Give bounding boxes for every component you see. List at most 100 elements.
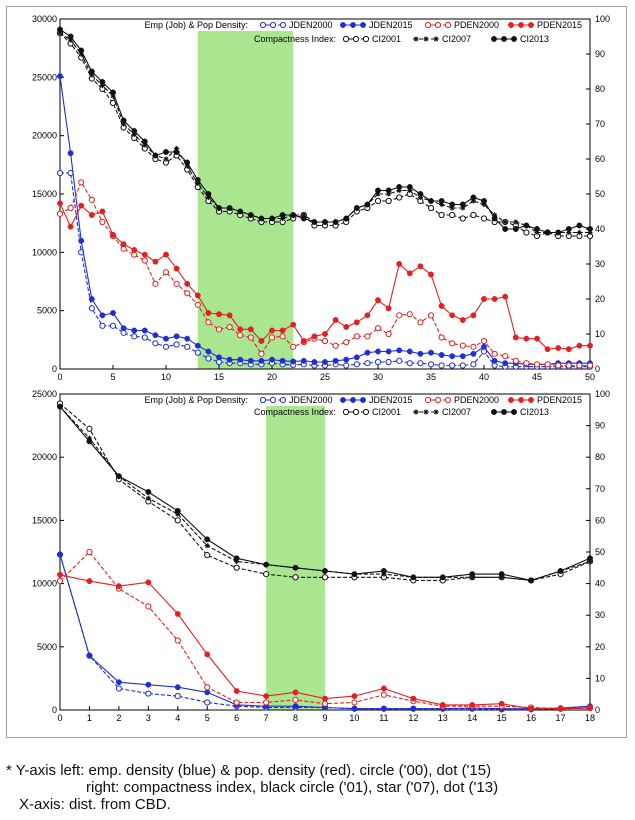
data-point-ci2013 [498, 571, 505, 578]
data-point-pden2015 [385, 305, 392, 312]
legend: Emp (Job) & Pop Density: Compactness Inde… [144, 395, 582, 417]
data-point-jden2015 [173, 333, 180, 340]
data-point-ci2013 [292, 564, 299, 571]
data-point-ci2013 [587, 226, 593, 232]
data-point-pden2015 [292, 689, 299, 696]
data-point-ci2007 [174, 145, 180, 152]
y-left-tick-label: 15000 [32, 189, 57, 199]
data-point-ci2007 [587, 558, 593, 565]
x-tick-label: 50 [585, 372, 595, 382]
legend-label-pden2000: PDEN2000 [454, 395, 499, 405]
data-point-ci2013 [247, 212, 254, 218]
series-pden2000 [56, 179, 594, 369]
data-point-jden2015 [86, 652, 93, 659]
data-point-pden2015 [205, 310, 212, 316]
legend-label-pden2000: PDEN2000 [454, 20, 499, 30]
data-point-pden2015 [258, 338, 265, 344]
y-left-tick-label: 5000 [37, 642, 57, 652]
caption-line-1: * Y-axis left: emp. density (blue) & pop… [6, 762, 492, 779]
data-point-pden2000 [204, 684, 211, 691]
data-point-pden2015 [512, 334, 519, 341]
data-point-ci2013 [258, 215, 265, 222]
data-point-pden2015 [481, 296, 487, 302]
data-point-ci2007 [534, 229, 540, 236]
data-point-pden2015 [86, 578, 93, 585]
data-point-ci2001 [427, 204, 435, 212]
x-tick-label: 40 [479, 372, 489, 382]
data-point-jden2015 [88, 296, 95, 302]
data-point-pden2000 [194, 301, 201, 308]
data-point-ci2013 [237, 208, 244, 215]
y-left-tick-label: 20000 [32, 452, 57, 462]
data-point-pden2015 [459, 317, 466, 323]
legend-marker-ci2001 [362, 408, 370, 416]
data-point-ci2007 [131, 131, 137, 138]
data-point-ci2007 [89, 72, 95, 78]
data-point-ci2013 [99, 79, 106, 85]
data-point-pden2015 [417, 263, 424, 270]
y-right-tick-label: 0 [595, 364, 600, 374]
data-point-ci2001 [174, 517, 181, 524]
data-point-ci2013 [528, 577, 535, 584]
data-point-ci2001 [233, 564, 240, 571]
y-right-tick-label: 70 [595, 119, 605, 129]
x-tick-label: 1 [87, 713, 92, 723]
data-point-jden2015 [258, 357, 265, 364]
data-point-ci2013 [263, 561, 270, 568]
data-point-ci2013 [194, 177, 201, 183]
data-point-ci2007 [481, 201, 487, 208]
data-point-ci2001 [204, 552, 211, 559]
data-point-jden2015 [343, 356, 350, 363]
x-tick-label: 30 [373, 372, 383, 382]
data-point-jden2015 [406, 348, 413, 355]
data-point-pden2015 [57, 571, 63, 578]
data-point-pden2015 [502, 293, 509, 300]
data-point-pden2000 [290, 343, 297, 350]
data-point-pden2000 [351, 699, 358, 706]
data-point-pden2000 [380, 691, 387, 698]
data-point-pden2015 [587, 342, 593, 349]
data-point-ci2013 [322, 219, 328, 225]
data-point-ci2001 [86, 425, 93, 432]
data-point-pden2015 [322, 695, 328, 702]
y-right-tick-label: 10 [595, 329, 605, 339]
data-point-ci2007 [204, 543, 210, 549]
y-right-tick-label: 10 [595, 673, 605, 683]
data-point-pden2000 [321, 700, 329, 707]
data-point-pden2015 [351, 693, 358, 700]
legend-label-jden2000: JDEN2000 [289, 20, 333, 30]
data-point-ci2007 [375, 191, 381, 197]
data-point-pden2015 [322, 331, 328, 337]
legend-marker-pden2015 [528, 22, 534, 28]
data-point-pden2000 [258, 350, 265, 357]
data-point-jden2000 [353, 361, 360, 368]
legend-marker-ci2013 [501, 409, 507, 415]
data-point-ci2013 [57, 26, 63, 33]
data-point-jden2000 [470, 361, 477, 368]
x-tick-label: 3 [146, 713, 151, 723]
data-point-pden2015 [576, 342, 583, 349]
data-point-ci2013 [300, 215, 307, 222]
data-point-ci2013 [173, 149, 180, 155]
data-point-pden2000 [533, 361, 541, 368]
data-point-ci2013 [364, 201, 371, 208]
legend-marker-ci2001 [352, 35, 360, 43]
data-point-pden2015 [110, 231, 116, 238]
data-point-ci2013 [332, 219, 339, 225]
y-left-tick-label: 30000 [32, 14, 57, 24]
x-tick-label: 8 [293, 713, 298, 723]
data-point-ci2013 [417, 191, 424, 197]
legend-marker-pden2000 [424, 21, 432, 29]
data-point-ci2013 [216, 205, 222, 211]
x-tick-label: 9 [322, 713, 327, 723]
data-point-ci2013 [311, 219, 318, 225]
data-point-pden2000 [233, 699, 240, 706]
legend-title-density: Emp (Job) & Pop Density: [144, 395, 248, 405]
y-right-tick-label: 90 [595, 421, 605, 431]
y-left-tick-label: 5000 [37, 306, 57, 316]
data-point-ci2013 [78, 47, 85, 54]
highlight-band [266, 406, 325, 710]
data-point-pden2000 [576, 362, 583, 369]
data-point-ci2001 [292, 574, 299, 581]
legend-label-jden2000: JDEN2000 [289, 395, 333, 405]
